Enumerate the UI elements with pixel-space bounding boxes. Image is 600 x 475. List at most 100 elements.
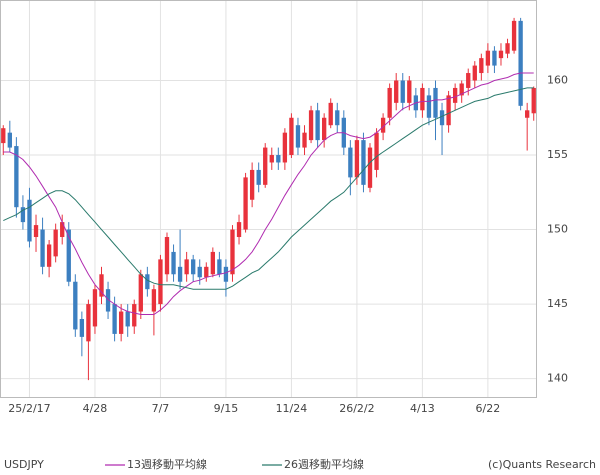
candle-body <box>472 65 477 81</box>
candle-body <box>426 95 432 118</box>
candle-body <box>256 169 261 185</box>
moving-average-line <box>3 72 534 315</box>
x-tick-label: 26/2/2 <box>339 402 374 415</box>
candle-body <box>20 207 26 223</box>
candle-body <box>276 155 281 163</box>
candle-body <box>60 222 65 238</box>
candle-body <box>511 20 517 51</box>
candle-body <box>295 125 301 148</box>
candle-body <box>158 259 163 305</box>
candle-body <box>387 87 392 118</box>
candle-body <box>27 199 32 242</box>
candle-body <box>452 87 458 103</box>
candle-body <box>46 244 52 267</box>
x-tick-label: 9/15 <box>214 402 239 415</box>
candle-body <box>138 274 143 312</box>
candle-body <box>204 266 209 278</box>
candle-body <box>354 140 360 178</box>
candle-body <box>53 229 58 257</box>
candle-body <box>249 169 255 200</box>
candle-body <box>485 50 491 66</box>
candle-body <box>433 87 438 118</box>
candle-body <box>282 132 288 163</box>
candle-body <box>1 128 6 144</box>
candle-body <box>446 95 451 126</box>
candle-body <box>308 110 314 141</box>
candle-body <box>118 311 124 334</box>
candle-body <box>184 259 189 275</box>
candle-body <box>322 117 327 141</box>
candle-body <box>531 87 536 114</box>
y-tick-label: 145 <box>547 297 568 310</box>
x-tick-label: 25/2/17 <box>8 402 50 415</box>
candle-body <box>380 117 386 133</box>
candle-body <box>302 132 307 148</box>
x-tick-label: 4/28 <box>83 402 108 415</box>
candle-body <box>7 132 12 148</box>
candle-body <box>66 229 71 282</box>
candle-body <box>407 80 412 103</box>
candle-body <box>335 110 340 126</box>
legend-label: 13週移動平均線 <box>127 457 207 471</box>
candle-body <box>79 318 85 337</box>
candle-body <box>269 155 274 163</box>
candle-body <box>164 237 170 275</box>
x-tick-label: 7/7 <box>152 402 170 415</box>
candle-body <box>177 266 183 282</box>
candle-body <box>263 147 268 185</box>
candle-body <box>289 117 294 156</box>
candle-body <box>99 274 104 297</box>
x-tick-label: 4/13 <box>410 402 435 415</box>
candle-body <box>197 266 202 278</box>
legend-label: 26週移動平均線 <box>284 457 364 471</box>
candle-body <box>145 274 150 290</box>
y-tick-label: 155 <box>547 148 568 161</box>
x-tick-label: 6/22 <box>476 402 501 415</box>
y-tick-label: 150 <box>547 223 568 236</box>
candle-body <box>33 225 39 238</box>
candle-body <box>374 132 379 170</box>
y-tick-label: 140 <box>547 372 568 385</box>
candle-body <box>171 251 176 275</box>
plot-area <box>0 0 537 398</box>
candle-body <box>498 50 504 59</box>
candle-body <box>223 266 229 282</box>
candle-body <box>315 110 320 141</box>
candle-body <box>14 146 19 208</box>
candle-body <box>92 289 98 327</box>
candle-body <box>210 251 215 275</box>
candle-body <box>439 110 445 126</box>
x-tick-label: 11/24 <box>276 402 308 415</box>
moving-average-line <box>3 87 534 290</box>
candle-body <box>217 259 222 275</box>
candle-body <box>518 20 523 106</box>
candle-body <box>525 110 530 118</box>
candle-body <box>86 304 91 342</box>
candle-body <box>394 80 399 103</box>
candle-body <box>459 83 464 96</box>
candle-body <box>479 58 484 74</box>
candle-body <box>466 73 471 88</box>
candle-body <box>328 102 333 126</box>
candle-body <box>230 229 235 275</box>
candle-body <box>236 222 242 238</box>
candle-body <box>361 140 366 185</box>
candle-body <box>112 304 117 334</box>
candle-body <box>125 311 130 327</box>
symbol: USDJPY <box>4 458 44 471</box>
candle-body <box>191 259 196 275</box>
candle-body <box>105 289 111 312</box>
candle-body <box>243 177 248 230</box>
candle-body <box>132 304 137 327</box>
candle-body <box>348 147 353 178</box>
credit: (c)Quants Research <box>488 458 596 471</box>
candle-body <box>40 229 45 267</box>
candle-body <box>151 289 157 312</box>
candle-body <box>73 281 78 330</box>
candle-body <box>400 80 405 103</box>
candle-body <box>492 50 497 66</box>
candle-body <box>420 87 425 111</box>
candle-body <box>505 43 510 54</box>
candle-body <box>367 147 373 188</box>
